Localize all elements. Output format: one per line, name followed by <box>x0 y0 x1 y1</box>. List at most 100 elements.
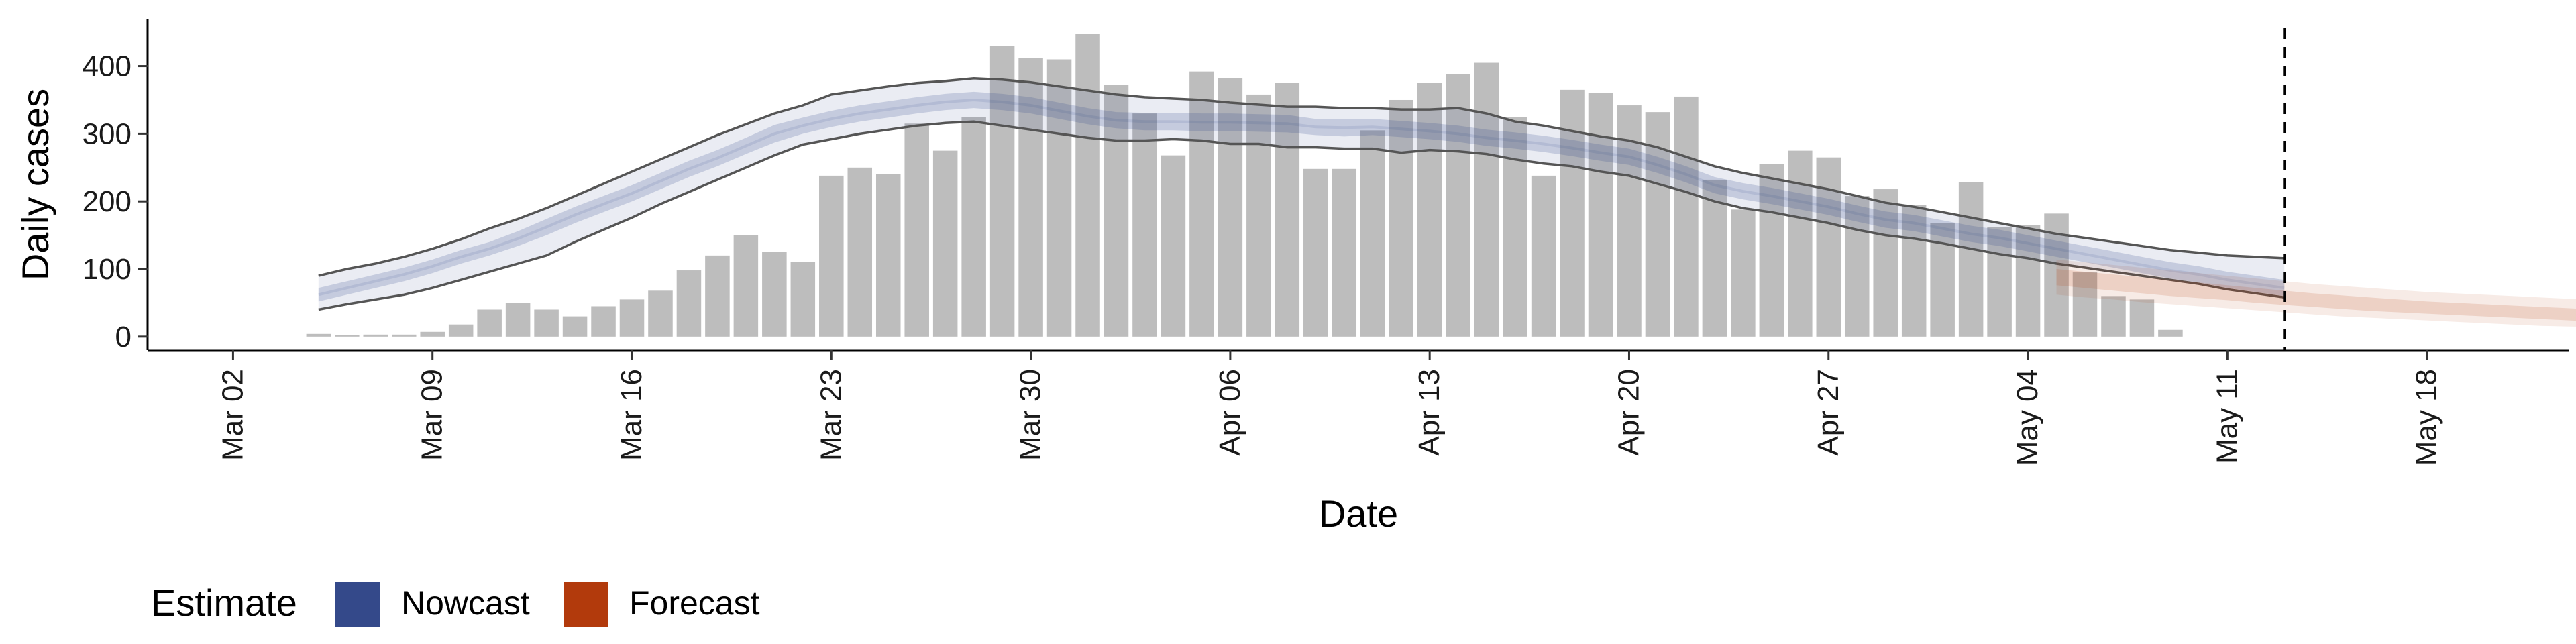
nowcast-lower-line <box>318 120 2285 311</box>
nowcast-upper-line <box>318 76 2285 277</box>
bar <box>1816 157 1841 337</box>
bar <box>335 335 360 337</box>
bar <box>1987 227 2012 337</box>
x-axis-title: Date <box>1319 492 1398 535</box>
bar <box>2015 225 2041 337</box>
x-tick-label: Mar 16 <box>615 369 648 461</box>
bar <box>676 270 702 337</box>
bar <box>762 252 787 337</box>
bar <box>1389 99 1413 337</box>
legend-swatch <box>564 582 608 627</box>
bar <box>591 306 616 337</box>
bar <box>363 334 388 337</box>
forecast-inner-band <box>2056 269 2576 321</box>
legend-label: Forecast <box>629 584 760 622</box>
bar <box>2129 299 2155 337</box>
bar <box>619 299 645 337</box>
bar <box>2101 296 2126 337</box>
bar <box>1474 62 1499 337</box>
bar <box>562 316 588 337</box>
legend-label: Nowcast <box>401 584 530 622</box>
bar <box>1731 209 1756 337</box>
axes-layer: 0 100 200 300 400 Mar 02 Mar 09 Mar 16 Mar 23 Mar… <box>83 19 2569 466</box>
y-tick-label: 200 <box>83 185 131 218</box>
bars-layer <box>306 34 2183 337</box>
bar <box>1161 155 1186 337</box>
bar <box>306 333 331 337</box>
bar <box>1560 89 1585 337</box>
y-axis-title: Daily cases <box>14 89 56 280</box>
bar <box>1958 182 1984 337</box>
bar <box>1275 83 1300 337</box>
bar <box>505 303 531 337</box>
x-tick-label: May 04 <box>2011 369 2044 466</box>
bar <box>847 167 873 337</box>
bar <box>648 290 673 337</box>
x-tick-label: Apr 27 <box>1812 369 1845 456</box>
bar <box>989 46 1015 337</box>
bar <box>1132 113 1157 337</box>
bar <box>1189 71 1214 337</box>
bar <box>448 324 474 337</box>
nowcast-inner-band <box>318 91 2285 302</box>
bar <box>1503 117 1527 337</box>
bar <box>1617 105 1642 337</box>
x-tick-label: May 11 <box>2210 369 2243 464</box>
bar <box>477 309 502 337</box>
bar <box>961 117 986 337</box>
x-tick-label: Apr 13 <box>1413 369 1446 456</box>
bar <box>1075 34 1100 337</box>
y-tick-label: 0 <box>115 321 131 354</box>
bar <box>819 175 844 337</box>
bar <box>1674 96 1699 337</box>
y-tick-label: 300 <box>83 117 131 150</box>
bar <box>1901 205 1927 337</box>
bar <box>2072 272 2098 337</box>
legend: Estimate Nowcast Forecast <box>151 582 760 627</box>
nowcast-median-line <box>318 98 2285 297</box>
y-tick-label: 100 <box>83 253 131 286</box>
bar <box>391 334 417 337</box>
bar <box>1360 130 1385 337</box>
x-tick-label: Mar 09 <box>416 369 449 461</box>
bar <box>790 262 816 337</box>
nowcast-outer-band <box>318 78 2285 310</box>
bar <box>733 235 759 337</box>
bar <box>904 123 929 337</box>
x-tick-label: Mar 02 <box>216 369 249 461</box>
forecast-layer <box>2056 259 2576 327</box>
bar <box>534 309 559 337</box>
bar <box>1588 93 1613 337</box>
legend-title: Estimate <box>151 582 297 624</box>
bar <box>1531 175 1556 337</box>
bar <box>1246 94 1271 337</box>
bar <box>1417 83 1442 337</box>
y-tick-label: 400 <box>83 50 131 83</box>
bar <box>1844 196 1870 337</box>
bar <box>1759 164 1784 337</box>
legend-swatch <box>335 582 380 627</box>
bar <box>1873 189 1898 337</box>
x-tick-label: Apr 20 <box>1612 369 1645 456</box>
bar <box>1702 179 1727 337</box>
bar <box>1104 85 1129 337</box>
bar <box>932 150 958 337</box>
bar <box>1303 168 1328 337</box>
bar <box>1018 58 1043 337</box>
x-tick-label: May 18 <box>2410 369 2443 466</box>
bar <box>875 174 901 337</box>
forecast-outer-band <box>2056 259 2576 327</box>
bar <box>705 255 730 337</box>
bar <box>1788 150 1813 337</box>
bar <box>2158 329 2183 337</box>
x-tick-label: Mar 30 <box>1014 369 1047 461</box>
x-tick-label: Apr 06 <box>1214 369 1246 456</box>
x-tick-label: Mar 23 <box>814 369 847 461</box>
bar <box>420 331 445 337</box>
bar <box>1446 74 1470 337</box>
bar <box>1218 78 1243 337</box>
bar <box>1332 168 1357 337</box>
nowcast-layer <box>318 76 2285 311</box>
bar <box>1046 59 1072 337</box>
